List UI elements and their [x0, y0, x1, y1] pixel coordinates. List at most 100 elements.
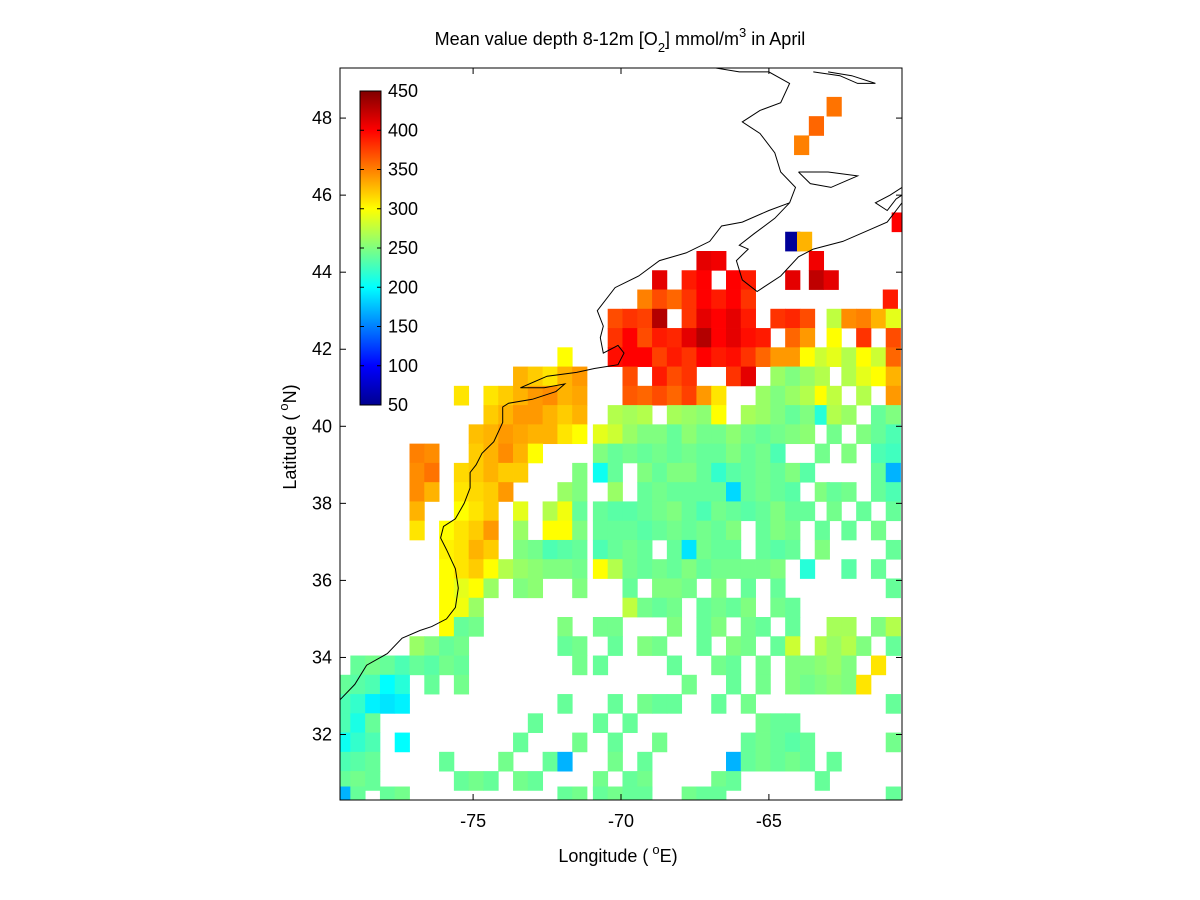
heatmap-cell [622, 308, 638, 329]
heatmap-cell [607, 786, 623, 800]
heatmap-cell [607, 405, 623, 425]
heatmap-cell [637, 636, 653, 656]
y-tick-label: 34 [312, 647, 332, 667]
heatmap-cell [696, 270, 712, 290]
heatmap-cell [740, 405, 756, 425]
heatmap-cell [622, 347, 638, 367]
heatmap-cell [711, 424, 727, 445]
heatmap-cell [572, 501, 588, 522]
y-tick-label: 44 [312, 262, 332, 282]
heatmap-cell [592, 786, 609, 800]
heatmap-cell [379, 655, 396, 676]
heatmap-cell [841, 520, 857, 541]
heatmap-cell [885, 636, 901, 656]
heatmap-cell [439, 520, 455, 541]
heatmap-cell [711, 597, 727, 618]
heatmap-cell [696, 501, 712, 522]
heatmap-cell [637, 385, 653, 406]
heatmap-cell [409, 636, 425, 656]
heatmap-cell [681, 501, 697, 522]
heatmap-cell [453, 597, 470, 618]
x-tick-label: -75 [460, 811, 486, 831]
heatmap-cell [785, 462, 801, 483]
heatmap-cell [622, 328, 638, 348]
heatmap-cell [527, 424, 544, 445]
heatmap-cell [696, 786, 712, 800]
heatmap-cell [572, 559, 588, 579]
heatmap-cell [841, 366, 857, 387]
heatmap-cell [785, 347, 801, 367]
heatmap-cell [622, 385, 638, 406]
heatmap-cell [468, 482, 484, 502]
heatmap-cell [542, 559, 558, 579]
heatmap-cell [666, 328, 683, 348]
heatmap-cell [652, 366, 668, 387]
heatmap-cell [726, 424, 742, 445]
heatmap-cell [799, 328, 816, 348]
heatmap-cell [681, 578, 697, 599]
heatmap-cell [726, 443, 742, 464]
heatmap-cell [453, 636, 470, 656]
heatmap-cell [637, 559, 653, 579]
heatmap-cell [740, 462, 756, 483]
heatmap-cell [483, 520, 499, 541]
heatmap-cell [350, 771, 366, 791]
heatmap-cell [841, 308, 857, 329]
heatmap-cell [453, 462, 470, 483]
heatmap-cell [826, 328, 842, 348]
heatmap-cell [770, 347, 786, 367]
heatmap-cell [755, 405, 771, 425]
heatmap-cell [607, 424, 623, 445]
heatmap-cell [826, 96, 842, 117]
heatmap-cell [483, 539, 499, 560]
heatmap-cell [885, 347, 901, 367]
heatmap-cell [870, 443, 887, 464]
heatmap-cell [439, 617, 455, 637]
heatmap-cell [483, 405, 499, 425]
heatmap-cell [453, 385, 470, 406]
heatmap-cell [637, 347, 653, 367]
heatmap-cell [637, 694, 653, 714]
heatmap-cell [711, 308, 727, 329]
heatmap-cell [557, 617, 573, 637]
heatmap-cell [711, 405, 727, 425]
heatmap-cell [826, 751, 842, 772]
heatmap-cell [770, 385, 786, 406]
heatmap-cell [622, 786, 638, 800]
heatmap-cell [572, 539, 588, 560]
heatmap-cell [740, 694, 756, 714]
heatmap-cell [666, 520, 683, 541]
coastline-segment [813, 71, 876, 84]
heatmap-cell [379, 786, 396, 800]
heatmap-cell [814, 771, 830, 791]
heatmap-cell [755, 713, 771, 733]
heatmap-cell [498, 405, 514, 425]
heatmap-cell [681, 462, 697, 483]
heatmap-cell [453, 482, 470, 502]
heatmap-cell [808, 116, 825, 136]
heatmap-cell [696, 636, 712, 656]
heatmap-cell [622, 578, 638, 599]
heatmap-cell [726, 366, 742, 387]
heatmap-cell [770, 308, 786, 329]
heatmap-cell [726, 539, 742, 560]
heatmap-cell [711, 578, 727, 599]
heatmap-cell [666, 655, 683, 676]
heatmap-cell [652, 636, 668, 656]
heatmap-cell [637, 786, 653, 800]
heatmap-cell [814, 366, 830, 387]
heatmap-cell [794, 135, 810, 156]
heatmap-cell [453, 520, 470, 541]
heatmap-cell [572, 636, 588, 656]
title-subscript: 2 [658, 40, 665, 55]
heatmap-cell [681, 786, 697, 800]
heatmap-cell [785, 385, 801, 406]
heatmap-cell [785, 713, 801, 733]
heatmap-cell [409, 501, 425, 522]
heatmap-cell [340, 786, 351, 800]
heatmap-cell [696, 308, 712, 329]
heatmap-cell [740, 636, 756, 656]
heatmap-cell [513, 366, 529, 387]
heatmap-cell [826, 655, 842, 676]
heatmap-cell [770, 713, 786, 733]
